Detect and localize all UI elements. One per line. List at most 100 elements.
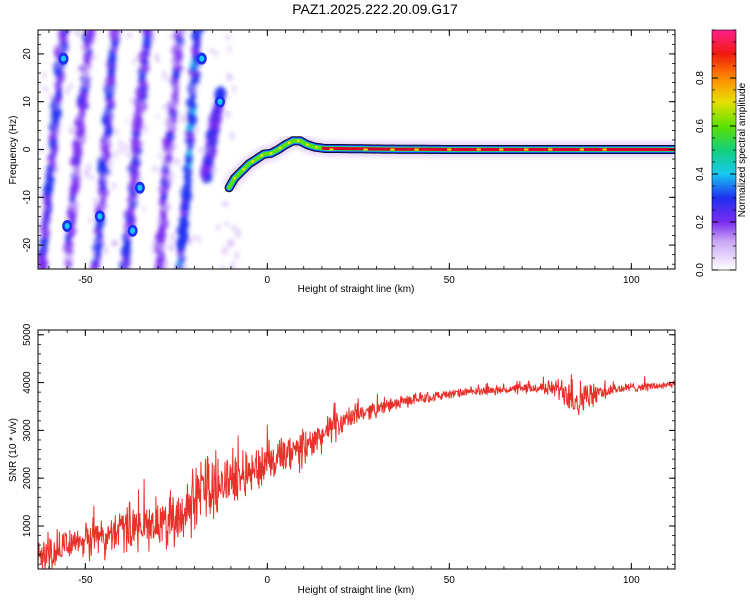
spectrogram-speckle bbox=[174, 157, 181, 166]
spectrogram-speckle bbox=[86, 162, 92, 172]
spectrogram-speckle bbox=[100, 201, 104, 210]
spectrogram-speckle bbox=[162, 260, 170, 269]
colorbar-tick-label: 0.2 bbox=[695, 215, 706, 229]
spectrogram-speckle bbox=[166, 178, 173, 186]
spectrogram-speckle bbox=[162, 70, 167, 80]
spectrogram-streak-blob bbox=[195, 30, 205, 34]
colorbar-tick-label: 0.6 bbox=[695, 119, 706, 133]
spectrogram-speckle bbox=[193, 127, 201, 133]
spectrogram-streak-blob bbox=[141, 30, 153, 37]
colorbar-tick-label: 0.0 bbox=[695, 263, 706, 277]
spectrogram-image bbox=[38, 30, 675, 269]
spectrogram-ridge-dot bbox=[242, 167, 246, 171]
spectrogram-speckle bbox=[151, 32, 155, 39]
colorbar: 0.0 0.2 0.4 0.6 0.8 Normalized spectral ampl… bbox=[695, 29, 748, 277]
spectrogram-speckle bbox=[178, 254, 185, 260]
spectrogram-speckle bbox=[108, 87, 114, 93]
spectrogram-speckle bbox=[142, 205, 146, 212]
spectrogram-speckle bbox=[122, 143, 128, 152]
spectrogram-speckle bbox=[81, 78, 89, 89]
spectrogram-speckle bbox=[42, 205, 48, 211]
spectrogram-speckle bbox=[103, 246, 109, 255]
spectrogram-speckle bbox=[215, 50, 219, 58]
spectrogram-speckle bbox=[83, 169, 91, 178]
spectrogram-speckle bbox=[211, 166, 217, 175]
spectrogram-streak-blob bbox=[216, 86, 225, 99]
spectrogram-axes: -50 0 50 100 -20 -10 0 10 20 bbox=[22, 30, 675, 286]
spectrogram-speckle bbox=[190, 85, 198, 95]
spectrogram-speckle bbox=[87, 217, 93, 223]
spectrogram-speckle bbox=[132, 58, 136, 66]
snr-y-axis-title: SNR (10 * v/v) bbox=[8, 418, 19, 482]
spectrogram-streak-blob bbox=[110, 30, 122, 35]
spectrogram-speckle bbox=[152, 264, 158, 269]
snr-panel: -50 0 50 100 1000 2000 3000 4000 5000 Height of … bbox=[8, 323, 676, 596]
snr-y-tick-label: 4000 bbox=[22, 371, 33, 394]
spectrogram-speckle bbox=[221, 246, 228, 256]
spectrogram-speckle bbox=[227, 45, 232, 54]
spectrogram-speckle bbox=[54, 102, 59, 111]
colorbar-label: Normalized spectral amplitude bbox=[737, 82, 748, 217]
spectrogram-speckle bbox=[165, 117, 171, 123]
spectrogram-speckle bbox=[88, 175, 96, 180]
spectrogram-speckle bbox=[179, 113, 187, 124]
snr-x-tick-label: 0 bbox=[265, 575, 271, 586]
spectrogram-speckle bbox=[101, 192, 106, 198]
spectrogram-speckle bbox=[234, 228, 242, 238]
spectrogram-speckle bbox=[106, 160, 114, 168]
snr-series-line bbox=[38, 374, 675, 569]
spectrogram-hotspot-core bbox=[60, 55, 66, 62]
spectrogram-speckle bbox=[209, 47, 215, 55]
spectrogram-x-tick-label: 100 bbox=[623, 275, 640, 286]
spectrogram-speckle bbox=[124, 234, 132, 240]
spectrogram-hotspot-core bbox=[199, 55, 205, 62]
spectrogram-speckle bbox=[124, 119, 129, 124]
spectrogram-y-axis-title: Frequency (Hz) bbox=[8, 116, 19, 185]
spectrogram-speckle bbox=[53, 165, 60, 175]
spectrogram-y-tick-label: -20 bbox=[22, 237, 33, 252]
spectrogram-speckle bbox=[223, 221, 230, 226]
spectrogram-ridge-dot bbox=[269, 151, 273, 155]
spectrogram-speckle bbox=[188, 238, 193, 246]
spectrogram-speckle bbox=[170, 172, 175, 179]
snr-y-tick-label: 2000 bbox=[22, 467, 33, 490]
spectrogram-speckle bbox=[63, 46, 70, 53]
spectrogram-y-tick-label: 10 bbox=[22, 96, 33, 108]
spectrogram-streak-blob bbox=[176, 30, 187, 36]
spectrogram-speckle bbox=[224, 34, 232, 40]
spectrogram-speckle bbox=[101, 151, 106, 161]
spectrogram-speckle bbox=[151, 165, 159, 172]
spectrogram-ridge-dot bbox=[278, 146, 282, 150]
spectrogram-speckle bbox=[48, 92, 54, 100]
spectrogram-speckle bbox=[166, 77, 174, 83]
spectrogram-speckle bbox=[192, 235, 197, 241]
spectrogram-y-tick-label: -10 bbox=[22, 190, 33, 205]
spectrogram-speckle bbox=[77, 64, 81, 74]
snr-y-tick-label: 1000 bbox=[22, 514, 33, 537]
spectrogram-ridge-dot bbox=[305, 143, 309, 147]
spectrogram-streaks bbox=[38, 30, 242, 269]
spectrogram-speckle bbox=[158, 151, 162, 161]
spectrogram-speckle bbox=[135, 54, 142, 61]
spectrogram-x-tick-label: 50 bbox=[444, 275, 456, 286]
spectrogram-speckle bbox=[170, 232, 176, 242]
spectrogram-speckle bbox=[215, 224, 221, 231]
spectrogram-y-tick-label: 0 bbox=[22, 146, 33, 152]
spectrogram-speckle bbox=[56, 43, 64, 53]
spectrogram-speckle bbox=[64, 86, 70, 96]
spectrogram-speckle bbox=[170, 83, 177, 90]
spectrogram-speckle bbox=[42, 86, 49, 92]
snr-x-tick-label: 100 bbox=[623, 575, 640, 586]
spectrogram-hotspot-core bbox=[217, 98, 223, 105]
snr-y-tick-label: 5000 bbox=[22, 323, 33, 346]
spectrogram-speckle bbox=[156, 55, 160, 64]
spectrogram-speckle bbox=[207, 145, 212, 154]
spectrogram-speckle bbox=[111, 182, 117, 190]
spectrogram-x-axis-title: Height of straight line (km) bbox=[298, 284, 415, 295]
spectrogram-streak-blob bbox=[85, 30, 96, 37]
spectrogram-speckle bbox=[230, 131, 235, 140]
spectrogram-speckle bbox=[226, 72, 233, 82]
spectrogram-speckle bbox=[118, 139, 123, 149]
spectrogram-streak-blob bbox=[60, 30, 71, 35]
spectrogram-speckle bbox=[114, 128, 119, 136]
